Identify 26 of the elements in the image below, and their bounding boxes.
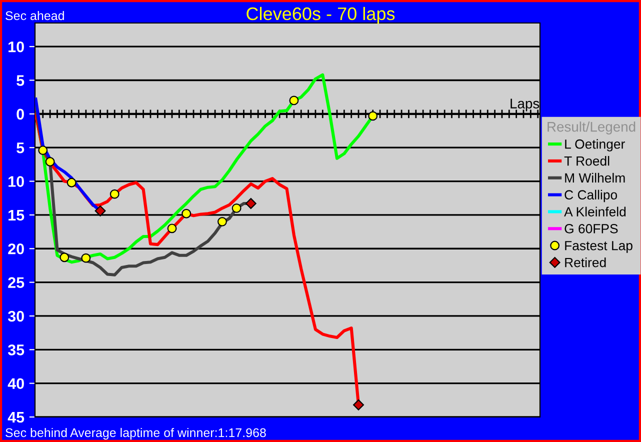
y-tick-label: 10 [8,176,24,187]
y-tick-label: 15 [8,210,24,221]
legend-label: M Wilhelm [565,172,625,183]
text: Average laptime of winner:1:17.968 [70,428,266,440]
text: Sec behind [6,428,67,438]
legend-label: Fastest Lap [565,241,632,253]
y-tick-label: 35 [8,344,24,356]
text: Sec ahead [6,10,64,20]
y-tick-label: 40 [8,378,24,390]
y-tick-label: 30 [8,310,24,322]
legend-label: Retired [565,258,606,268]
y-tick-label: 45 [8,412,24,423]
y-tick-label: 10 [8,41,24,52]
legend-label: A Kleinfeld [564,206,626,216]
y-tick-label: 0 [16,108,24,120]
y-tick-label: 5 [16,142,24,154]
y-tick-label: 5 [16,75,24,86]
y-tick-label: 25 [8,277,24,288]
ref-line-label: Laps [510,98,540,112]
legend-label: C Callipo [564,190,618,202]
legend-label: L Oetinger [565,139,625,152]
chart-title: Cleve60s - 70 laps [246,6,395,24]
y-tick-label: 20 [8,243,24,254]
legend-title: Result/Legend [548,122,636,134]
legend-label: T Roedl [564,156,610,166]
legend-label: G 60FPS [564,224,618,234]
